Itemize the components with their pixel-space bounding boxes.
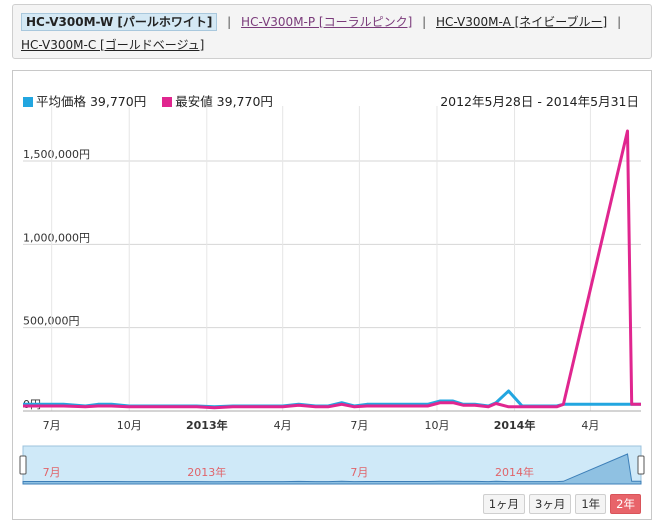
series-line-lowest: [23, 129, 641, 410]
legend-swatch-average: [23, 97, 33, 107]
navigator-handle-left[interactable]: [19, 455, 27, 475]
legend-swatch-lowest: [162, 97, 173, 107]
x-tick-label: 4月: [581, 419, 599, 432]
legend-label-lowest: 最安値 39,770円: [175, 94, 273, 109]
navigator-label: 2014年: [495, 465, 534, 479]
legend-item-average[interactable]: 平均価格 39,770円: [23, 94, 150, 109]
variant-separator: |: [227, 15, 232, 29]
range-button-3-months[interactable]: 3ヶ月: [529, 494, 572, 514]
legend-item-lowest[interactable]: 最安値 39,770円: [162, 94, 273, 109]
x-tick-label: 7月: [43, 419, 61, 432]
y-tick-label: 1,500,000円: [23, 148, 90, 161]
variant-current: HC-V300M-W [パールホワイト]: [21, 13, 218, 31]
x-tick-label: 10月: [424, 419, 449, 432]
variant-selector: HC-V300M-W [パールホワイト] | HC-V300M-P [コーラルピ…: [12, 4, 652, 59]
range-button-1-year[interactable]: 1年: [575, 494, 607, 514]
navigator-label: 7月: [350, 466, 368, 479]
range-button-1-month[interactable]: 1ヶ月: [482, 494, 526, 514]
variant-line-1: HC-V300M-W [パールホワイト] | HC-V300M-P [コーラルピ…: [21, 13, 627, 31]
x-tick-label: 2014年: [494, 418, 536, 432]
navigator-handle-right[interactable]: [637, 455, 645, 475]
y-tick-label: 1,000,000円: [23, 231, 90, 244]
navigator-label: 7月: [43, 466, 61, 479]
variant-separator: |: [422, 15, 427, 29]
x-tick-label: 10月: [117, 419, 142, 432]
legend-label-average: 平均価格 39,770円: [36, 94, 147, 109]
navigator-series: [22, 453, 642, 485]
variant-link-navy-blue[interactable]: HC-V300M-A [ネイビーブルー]: [436, 15, 608, 29]
x-tick-label: 2013年: [186, 418, 228, 432]
variant-link-coral-pink[interactable]: HC-V300M-P [コーラルピンク]: [241, 15, 413, 29]
range-buttons: 1ヶ月 3ヶ月 1年 2年: [482, 494, 641, 514]
date-range: 2012年5月28日 - 2014年5月31日: [440, 94, 639, 109]
navigator-range: [22, 445, 642, 485]
x-tick-label: 7月: [350, 419, 368, 432]
variant-link-gold-beige[interactable]: HC-V300M-C [ゴールドベージュ]: [21, 38, 205, 52]
price-chart-svg: 0円500,000円1,000,000円1,500,000円7月10月2013年…: [19, 106, 645, 485]
navigator-label: 2013年: [187, 465, 226, 479]
range-button-2-years[interactable]: 2年: [610, 494, 641, 514]
variant-line-2: HC-V300M-C [ゴールドベージュ]: [21, 36, 204, 53]
price-chart-panel: 平均価格 39,770円 最安値 39,770円 2012年5月28日 - 20…: [12, 70, 652, 520]
x-tick-label: 4月: [274, 419, 292, 432]
chart-legend: 平均価格 39,770円 最安値 39,770円: [23, 91, 285, 110]
series-line-average: [23, 389, 641, 409]
variant-separator: |: [617, 15, 622, 29]
